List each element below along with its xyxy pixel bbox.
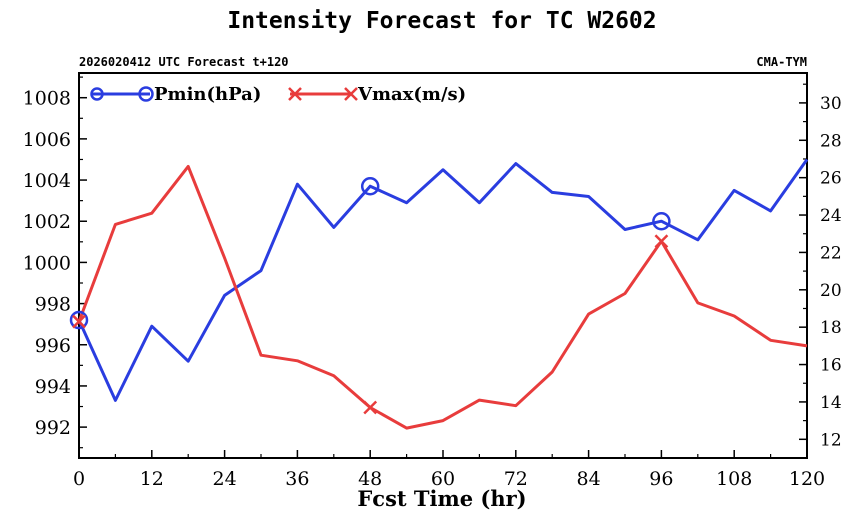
pmin-series-line xyxy=(77,158,809,402)
y-right-tick-label: 22 xyxy=(820,243,842,263)
pmin-point-marker xyxy=(360,176,380,196)
x-axis-label: Fcst Time (hr) xyxy=(357,486,526,511)
legend-pmin-marker xyxy=(138,86,154,102)
vmax-series-line xyxy=(77,164,808,430)
y-right-tick-label: 24 xyxy=(820,206,842,226)
x-tick-label: 60 xyxy=(431,468,455,490)
y-right-tick-label: 30 xyxy=(820,94,842,114)
legend: Pmin(hPa) Vmax(m/s) xyxy=(90,84,466,105)
x-tick-label: 0 xyxy=(73,468,85,490)
vmax-point-marker xyxy=(363,400,378,415)
chart-subtitle-right: CMA-TYM xyxy=(756,55,807,69)
x-tick-label: 72 xyxy=(504,468,528,490)
x-tick-label: 84 xyxy=(577,468,601,490)
x-tick-label: 120 xyxy=(789,468,825,490)
x-tick-label: 36 xyxy=(285,468,309,490)
y-right-tick-label: 28 xyxy=(820,131,842,151)
y-right-tick-label: 26 xyxy=(820,169,842,189)
x-tick-label: 24 xyxy=(213,468,237,490)
y-left-tick-label: 1004 xyxy=(23,170,71,192)
chart-title: Intensity Forecast for TC W2602 xyxy=(227,8,656,34)
x-tick-label: 108 xyxy=(716,468,752,490)
legend-vmax-label: Vmax(m/s) xyxy=(357,84,466,105)
pmin-point-marker xyxy=(652,211,671,231)
y-left-tick-label: 996 xyxy=(35,335,71,357)
x-tick-label: 96 xyxy=(649,468,673,490)
vmax-point-marker xyxy=(654,234,669,249)
legend-pmin-label: Pmin(hPa) xyxy=(154,84,261,105)
y-right-tick-label: 14 xyxy=(820,393,842,413)
chart-subtitle-left: 2026020412 UTC Forecast t+120 xyxy=(79,55,289,69)
legend-pmin-marker xyxy=(90,87,104,101)
vmax-point-marker xyxy=(72,314,86,329)
y-left-tick-label: 994 xyxy=(35,376,71,398)
y-left-tick-label: 992 xyxy=(35,417,71,439)
y-left-tick-label: 1002 xyxy=(23,211,71,233)
y-left-tick-label: 1000 xyxy=(23,252,71,274)
legend-vmax-marker xyxy=(344,87,358,101)
y-right-tick-label: 12 xyxy=(820,430,842,450)
x-tick-label: 12 xyxy=(140,468,164,490)
plot-frame xyxy=(78,72,808,459)
y-left-tick-label: 1006 xyxy=(23,129,71,151)
y-right-tick-label: 16 xyxy=(820,356,842,376)
y-right-tick-label: 20 xyxy=(820,281,842,301)
legend-vmax-marker xyxy=(288,87,302,101)
y-left-tick-label: 998 xyxy=(35,294,71,316)
x-tick-label: 48 xyxy=(358,468,382,490)
y-right-tick-label: 18 xyxy=(820,318,842,338)
pmin-point-marker xyxy=(69,310,89,330)
y-left-tick-label: 1008 xyxy=(23,88,71,110)
